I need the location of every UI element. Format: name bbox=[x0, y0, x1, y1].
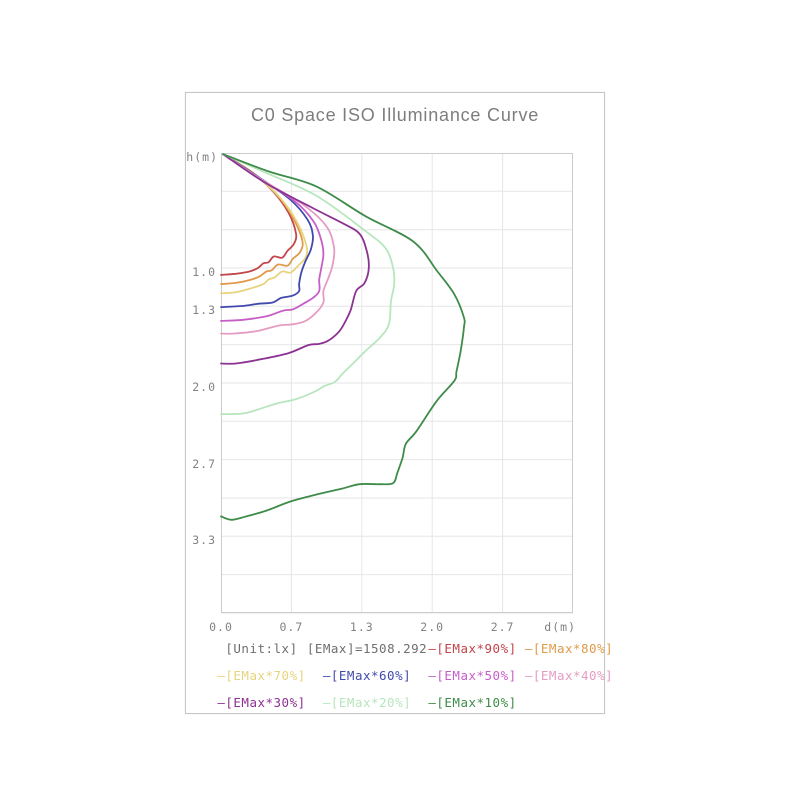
y-tick-label: 1.3 bbox=[192, 303, 216, 318]
legend-item: —[EMax*70%] bbox=[217, 668, 306, 683]
legend-item: —[EMax*40%] bbox=[524, 668, 614, 683]
x-tick-label: 1.3 bbox=[349, 620, 374, 634]
plot-grid bbox=[221, 153, 573, 614]
plot-border bbox=[221, 153, 573, 613]
iso-curve-10 bbox=[220, 153, 466, 521]
iso-curve-svg bbox=[220, 153, 573, 614]
y-tick-label: 2.7 bbox=[192, 456, 216, 471]
y-tick-label: 2.0 bbox=[192, 380, 216, 394]
legend-item: —[EMax*10%] bbox=[428, 695, 517, 710]
x-tick-label: 0.0 bbox=[209, 620, 233, 634]
legend-info-label: [Unit:lx] bbox=[225, 641, 298, 656]
iso-curve-30 bbox=[220, 153, 370, 365]
y-axis-unit-label: h(m) bbox=[186, 150, 218, 164]
iso-curve-60 bbox=[220, 153, 314, 308]
iso-curve-20 bbox=[220, 153, 396, 416]
chart-title: C0 Space ISO Illuminance Curve bbox=[250, 105, 540, 125]
legend-item: —[EMax*20%] bbox=[322, 695, 412, 710]
iso-curve-70 bbox=[220, 153, 309, 295]
legend-item: —[EMax*30%] bbox=[217, 695, 306, 710]
iso-curve-40 bbox=[220, 153, 336, 335]
illuminance-plot bbox=[220, 153, 573, 614]
iso-curve-50 bbox=[220, 153, 325, 322]
iso-curve-90 bbox=[220, 153, 298, 276]
y-tick-label: 1.0 bbox=[192, 265, 216, 279]
x-tick-label: 0.7 bbox=[279, 620, 304, 634]
x-tick-label: 2.7 bbox=[490, 620, 515, 634]
chart-card: C0 Space ISO Illuminance Curve h(m) d(m)… bbox=[185, 92, 613, 714]
legend-item: —[EMax*90%] bbox=[428, 641, 517, 656]
y-tick-label: 3.3 bbox=[192, 533, 216, 548]
x-axis-unit-label: d(m) bbox=[544, 620, 576, 634]
x-tick-label: 2.0 bbox=[420, 620, 445, 634]
legend-info-label: [EMax]=1508.292 bbox=[306, 641, 428, 656]
legend-item: —[EMax*80%] bbox=[524, 641, 614, 656]
legend: [Unit:lx] [EMax]=1508.292 —[EMax*90%] —[EMa… bbox=[212, 641, 616, 711]
legend-item: —[EMax*60%] bbox=[322, 668, 412, 683]
legend-item: —[EMax*50%] bbox=[428, 668, 517, 683]
